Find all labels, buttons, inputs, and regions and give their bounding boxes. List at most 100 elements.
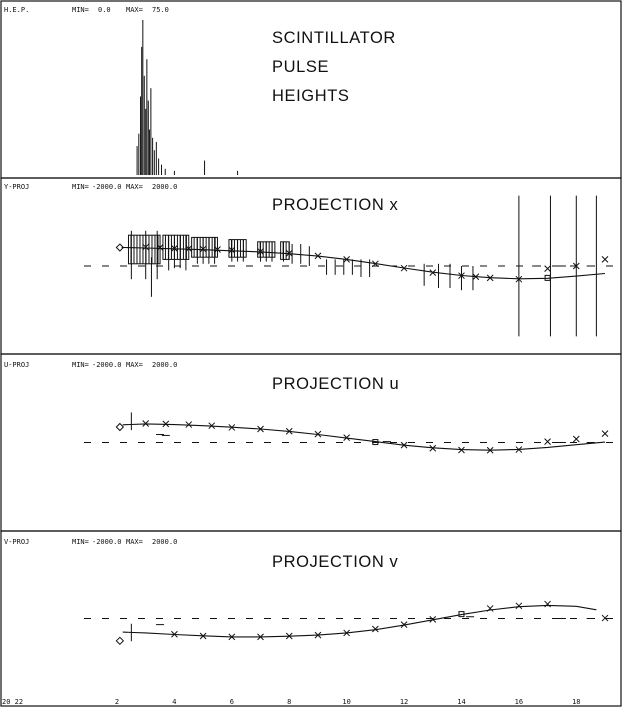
panel-pulse-heights-title-line-1: SCINTILLATOR	[272, 29, 396, 47]
x-tick-label-1: 4	[172, 698, 176, 706]
projection-x-cross-point-20	[601, 256, 609, 263]
projection-u-cross-point-5	[257, 425, 264, 433]
projection-u-cross-point-11	[458, 446, 465, 454]
projection-u-fit-curve	[122, 423, 606, 451]
panel-projection-u-plot	[84, 412, 620, 454]
projection-v-cross-point-12	[544, 600, 551, 608]
panel-pulse-heights-max-label: MAX=	[126, 6, 143, 14]
projection-u-cross-point-2	[185, 421, 193, 428]
projection-u-cross-point-0	[142, 420, 150, 427]
projection-v-cross-point-9	[429, 616, 437, 623]
projection-v-cross-point-11	[515, 602, 523, 610]
panel-projection-v-plot	[84, 600, 620, 646]
projection-x-cross-point-6	[228, 246, 236, 254]
projection-x-bracket-5	[280, 241, 290, 260]
projection-x-cross-point-2	[171, 245, 178, 252]
panel-projection-v-max-value: 2000.0	[152, 538, 177, 546]
projection-u-cross-point-15	[572, 435, 580, 443]
x-axis: 20 22 2 4 6 8 10 12 14 16 18	[2, 698, 581, 706]
projection-v-cross-point-7	[371, 625, 379, 633]
projection-u-cross-point-14	[544, 438, 551, 445]
projection-x-cross-point-15	[472, 273, 480, 281]
projection-v-cross-point-13	[601, 614, 609, 622]
x-tick-label-6: 14	[457, 698, 465, 706]
panel-projection-x-min-label: MIN=	[72, 183, 89, 191]
panel-pulse-heights-min-value: 0.0	[98, 6, 111, 14]
panel-pulse-heights: H.E.P. MIN= 0.0 MAX= 75.0 SCINTILLATOR P…	[0, 0, 622, 179]
projection-x-cross-point-13	[429, 269, 437, 276]
projection-x-cross-point-4	[199, 245, 207, 253]
projection-u-cross-point-16	[601, 430, 609, 438]
panel-projection-x: Y-PROJ MIN= -2000.0 MAX= 2000.0 PROJECTI…	[0, 177, 622, 355]
projection-v-cross-point-10	[486, 605, 494, 612]
panel-projection-u-max-value: 2000.0	[152, 361, 177, 369]
projection-x-cross-point-10	[343, 256, 351, 263]
panel-projection-u-min-label: MIN=	[72, 361, 89, 369]
projection-v-fit-curve	[122, 604, 597, 638]
panel-projection-x-name: Y-PROJ	[4, 183, 29, 191]
projection-x-square-point-0	[544, 274, 551, 281]
x-tick-label-0: 2	[115, 698, 119, 706]
panel-pulse-heights-name: H.E.P.	[4, 6, 29, 14]
x-tick-label-2: 6	[230, 698, 234, 706]
panel-projection-u-title: PROJECTION u	[272, 375, 399, 393]
projection-x-cross-point-17	[515, 275, 523, 283]
projection-u-diamond-point-0	[115, 422, 125, 432]
panel-projection-u-max-label: MAX=	[126, 361, 143, 369]
panel-projection-v-min-label: MIN=	[72, 538, 89, 546]
panel-pulse-heights-title-line-3: HEIGHTS	[272, 87, 350, 105]
panel-projection-v-name: V-PROJ	[4, 538, 29, 546]
panel-projection-v-max-label: MAX=	[126, 538, 143, 546]
x-tick-label-7: 16	[515, 698, 523, 706]
panel-projection-x-title: PROJECTION x	[272, 196, 399, 214]
x-axis-left-label: 20 22	[2, 698, 23, 706]
projection-u-cross-point-8	[343, 434, 351, 441]
panel-pulse-heights-bars	[136, 20, 239, 175]
projection-x-cross-point-8	[285, 249, 293, 257]
projection-x-cross-point-14	[458, 272, 465, 280]
projection-x-diamond-point-0	[115, 243, 125, 252]
panel-projection-x-min-value: -2000.0	[92, 183, 122, 191]
panel-projection-u-name: U-PROJ	[4, 361, 29, 369]
projection-x-cross-point-19	[572, 262, 580, 270]
panel-projection-x-max-label: MAX=	[126, 183, 143, 191]
projection-v-cross-point-3	[257, 633, 264, 641]
projection-x-cross-point-0	[142, 243, 150, 251]
projection-u-cross-point-3	[208, 422, 216, 430]
x-tick-label-8: 18	[572, 698, 580, 706]
projection-x-cross-point-1	[156, 244, 164, 251]
x-tick-label-4: 10	[342, 698, 350, 706]
x-tick-label-5: 12	[400, 698, 408, 706]
projection-v-cross-point-0	[171, 630, 178, 638]
projection-u-square-point-0	[372, 439, 379, 446]
panel-projection-v-min-value: -2000.0	[92, 538, 122, 546]
projection-u-cross-point-6	[285, 427, 293, 435]
projection-u-cross-point-10	[429, 444, 437, 452]
panel-projection-u-min-value: -2000.0	[92, 361, 122, 369]
projection-x-bracket-1	[162, 234, 190, 260]
panel-projection-x-plot	[84, 195, 620, 337]
panel-pulse-heights-title-line-2: PULSE	[272, 58, 329, 76]
projection-v-cross-point-5	[314, 631, 322, 639]
panel-projection-v-title: PROJECTION v	[272, 553, 399, 571]
panel-projection-x-max-value: 2000.0	[152, 183, 177, 191]
projection-x-cross-point-18	[544, 265, 551, 272]
projection-x-bracket-0	[127, 234, 161, 265]
projection-v-cross-point-4	[285, 632, 293, 640]
projection-x-cross-point-12	[400, 264, 408, 272]
projection-x-cross-point-16	[486, 274, 494, 282]
projection-x-cross-point-11	[371, 260, 379, 268]
projection-x-fit-curve	[122, 246, 606, 280]
panel-projection-v: V-PROJ MIN= -2000.0 MAX= 2000.0 PROJECTI…	[0, 530, 622, 707]
projection-x-cross-point-7	[257, 248, 264, 255]
projection-v-cross-point-8	[400, 621, 408, 628]
projection-u-cross-point-4	[228, 424, 236, 431]
projection-x-cross-point-3	[185, 245, 193, 252]
projection-v-square-point-0	[458, 611, 465, 618]
projection-v-cross-point-1	[199, 632, 207, 640]
projection-u-cross-point-1	[162, 420, 170, 428]
panel-projection-v-frame	[0, 530, 622, 707]
panel-pulse-heights-min-label: MIN=	[72, 6, 89, 14]
projection-u-cross-point-13	[515, 446, 523, 453]
